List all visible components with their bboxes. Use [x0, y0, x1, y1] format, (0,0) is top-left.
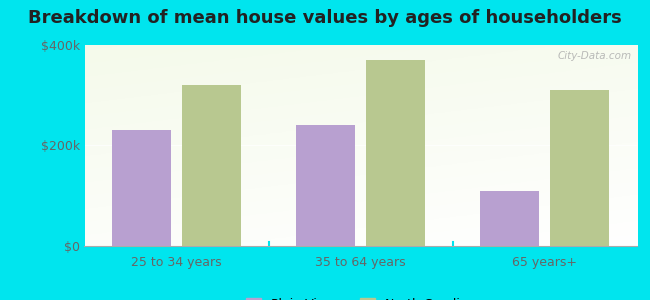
Bar: [182, 85, 241, 246]
Bar: [480, 191, 540, 246]
Text: City-Data.com: City-Data.com: [557, 51, 632, 61]
Bar: [367, 60, 425, 246]
Bar: [551, 90, 609, 246]
Bar: [112, 130, 171, 246]
Legend: Plain View, North Carolina: Plain View, North Carolina: [241, 293, 480, 300]
Text: Breakdown of mean house values by ages of householders: Breakdown of mean house values by ages o…: [28, 9, 622, 27]
Bar: [296, 125, 355, 246]
